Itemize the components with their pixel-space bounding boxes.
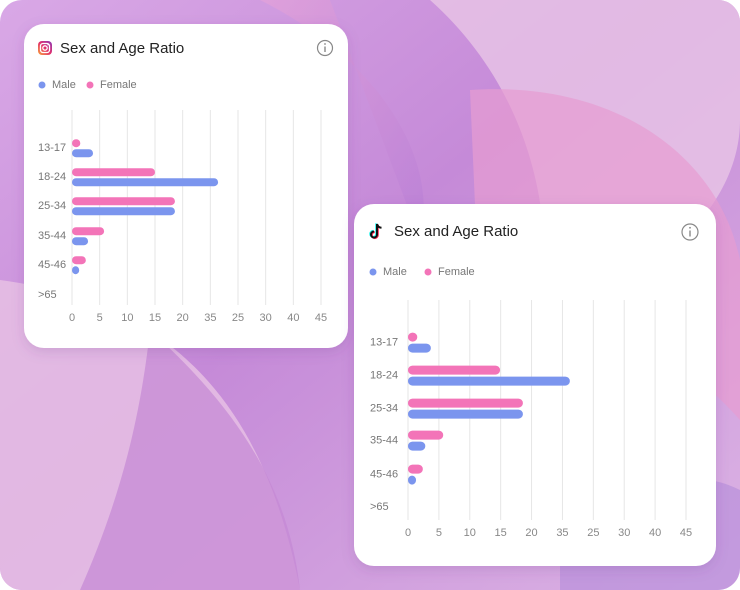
bar [72, 227, 105, 236]
bar [72, 139, 81, 148]
info-icon[interactable] [681, 223, 699, 241]
x-tick-label: 15 [149, 312, 161, 324]
x-tick-label: 35 [556, 527, 568, 539]
x-tick-label: 30 [618, 527, 630, 539]
legend-label: Female [100, 79, 137, 91]
x-tick-label: 45 [680, 527, 692, 539]
x-tick-label: 0 [69, 312, 75, 324]
bar [72, 168, 155, 177]
x-tick-label: 0 [405, 527, 411, 539]
category-label: 25-34 [370, 403, 398, 415]
x-tick-label: 25 [587, 527, 599, 539]
bar [72, 256, 86, 265]
x-tick-label: 35 [204, 312, 216, 324]
category-label: 13-17 [370, 337, 398, 349]
bar [408, 430, 444, 440]
legend-label: Male [52, 79, 76, 91]
legend-dot [369, 268, 377, 276]
bar [72, 197, 175, 206]
legend-dot [424, 268, 432, 276]
category-label: 35-44 [370, 435, 398, 447]
category-label: 18-24 [370, 370, 398, 382]
bar [408, 376, 570, 386]
x-tick-label: 5 [97, 312, 103, 324]
x-tick-label: 40 [649, 527, 661, 539]
category-label: 45-46 [370, 469, 398, 481]
bar [72, 207, 175, 216]
bar [72, 266, 80, 275]
x-tick-label: 20 [177, 312, 189, 324]
bar [408, 343, 431, 353]
x-tick-label: 25 [232, 312, 244, 324]
x-tick-label: 15 [495, 527, 507, 539]
tiktok-icon [369, 223, 382, 240]
x-tick-label: 10 [121, 312, 133, 324]
bar [408, 398, 523, 408]
bar [408, 365, 501, 375]
chart-title: Sex and Age Ratio [394, 223, 518, 240]
bar [408, 409, 523, 419]
bar [408, 332, 418, 342]
category-label: 25-34 [38, 200, 66, 212]
legend-label: Female [438, 266, 475, 278]
category-label: 13-17 [38, 142, 66, 154]
category-label: 45-46 [38, 259, 66, 271]
bar [408, 464, 423, 474]
x-tick-label: 5 [436, 527, 442, 539]
bar [72, 149, 94, 158]
category-label: >65 [370, 501, 389, 513]
category-label: 35-44 [38, 230, 66, 242]
category-label: >65 [38, 289, 57, 301]
legend-label: Male [383, 266, 407, 278]
x-tick-label: 10 [464, 527, 476, 539]
bar [72, 178, 219, 187]
x-tick-label: 20 [525, 527, 537, 539]
info-icon[interactable] [316, 39, 334, 57]
instagram-icon [38, 41, 52, 55]
bar [408, 475, 417, 485]
legend-dot [86, 81, 94, 89]
bar [72, 237, 89, 246]
chart-title: Sex and Age Ratio [60, 40, 184, 57]
bar [408, 441, 426, 451]
legend-dot [38, 81, 46, 89]
x-tick-label: 30 [260, 312, 272, 324]
category-label: 18-24 [38, 171, 66, 183]
x-tick-label: 45 [315, 312, 327, 324]
x-tick-label: 40 [287, 312, 299, 324]
